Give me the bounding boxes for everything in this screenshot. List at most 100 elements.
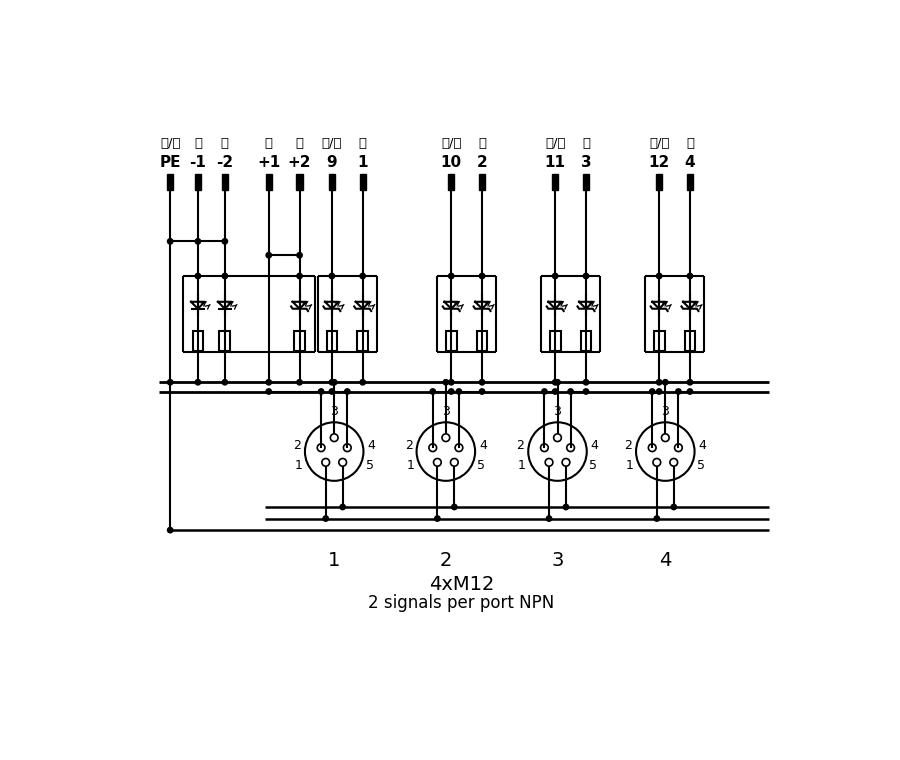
Circle shape [266, 379, 272, 385]
Bar [221, 174, 228, 190]
Text: 2: 2 [517, 439, 525, 452]
Text: 2: 2 [440, 552, 452, 571]
Bar [477, 331, 488, 351]
Bar [167, 174, 174, 190]
Bar [294, 331, 305, 351]
Text: 2 signals per port NPN: 2 signals per port NPN [368, 594, 554, 613]
Circle shape [448, 274, 454, 279]
Circle shape [297, 379, 302, 385]
Circle shape [345, 389, 350, 394]
Circle shape [222, 239, 228, 244]
Circle shape [583, 389, 589, 394]
Circle shape [688, 389, 693, 394]
Text: 4: 4 [685, 155, 696, 170]
Bar [296, 174, 302, 190]
Text: 5: 5 [365, 459, 374, 472]
Circle shape [331, 379, 337, 385]
Text: 绿/黄: 绿/黄 [160, 137, 180, 150]
Circle shape [167, 239, 173, 244]
Circle shape [480, 389, 485, 394]
Text: 白/绿: 白/绿 [544, 137, 565, 150]
Text: 4: 4 [590, 439, 598, 452]
Text: 10: 10 [441, 155, 462, 170]
Text: 蓝: 蓝 [194, 137, 202, 150]
Text: 1: 1 [626, 459, 634, 472]
Text: -1: -1 [190, 155, 206, 170]
Text: 5: 5 [697, 459, 705, 472]
Circle shape [167, 379, 173, 385]
Text: 3: 3 [330, 405, 338, 419]
Text: 1: 1 [407, 459, 414, 472]
Text: 1: 1 [328, 552, 340, 571]
Circle shape [222, 379, 228, 385]
Bar [687, 174, 693, 190]
Bar [653, 331, 664, 351]
Circle shape [329, 379, 335, 385]
Text: 9: 9 [327, 155, 338, 170]
Text: +1: +1 [257, 155, 281, 170]
Circle shape [360, 274, 365, 279]
Circle shape [266, 389, 272, 394]
Bar [327, 331, 338, 351]
Text: 黄: 黄 [582, 137, 590, 150]
Circle shape [546, 516, 552, 521]
Bar [580, 331, 591, 351]
Text: 蓝: 蓝 [220, 137, 229, 150]
Circle shape [329, 389, 335, 394]
Text: 白: 白 [359, 137, 366, 150]
Bar [357, 331, 368, 351]
Circle shape [443, 379, 448, 385]
Text: 棕: 棕 [295, 137, 303, 150]
Text: 棕: 棕 [265, 137, 273, 150]
Circle shape [688, 379, 693, 385]
Text: 5: 5 [477, 459, 485, 472]
Circle shape [656, 389, 662, 394]
Circle shape [360, 379, 365, 385]
Circle shape [195, 379, 201, 385]
Circle shape [297, 252, 302, 258]
Circle shape [340, 505, 346, 510]
Bar [685, 331, 696, 351]
Circle shape [452, 505, 457, 510]
Text: +2: +2 [288, 155, 311, 170]
Text: 1: 1 [518, 459, 526, 472]
Text: 2: 2 [625, 439, 632, 452]
Bar [266, 174, 272, 190]
Text: 2: 2 [293, 439, 302, 452]
Circle shape [553, 274, 558, 279]
Bar [479, 174, 485, 190]
Text: 灵: 灵 [686, 137, 694, 150]
Bar [550, 331, 561, 351]
Text: 11: 11 [544, 155, 566, 170]
Text: 3: 3 [662, 405, 670, 419]
Text: 5: 5 [590, 459, 597, 472]
Bar [360, 174, 365, 190]
Circle shape [323, 516, 328, 521]
Circle shape [456, 389, 462, 394]
Text: 3: 3 [580, 155, 591, 170]
Circle shape [542, 389, 547, 394]
Circle shape [480, 379, 485, 385]
Circle shape [554, 379, 560, 385]
Circle shape [563, 505, 569, 510]
Text: 2: 2 [405, 439, 413, 452]
Bar [194, 174, 201, 190]
Circle shape [480, 274, 485, 279]
Circle shape [319, 389, 324, 394]
Bar [656, 174, 662, 190]
Circle shape [553, 389, 558, 394]
Circle shape [435, 516, 440, 521]
Text: 3: 3 [442, 405, 450, 419]
Text: 3: 3 [554, 405, 562, 419]
Circle shape [266, 252, 272, 258]
Circle shape [167, 527, 173, 533]
Circle shape [448, 389, 454, 394]
Text: 红/蓝: 红/蓝 [441, 137, 462, 150]
Text: 4: 4 [659, 552, 671, 571]
Text: 棕/绿: 棕/绿 [649, 137, 670, 150]
Text: 绿: 绿 [478, 137, 486, 150]
Circle shape [430, 389, 436, 394]
Circle shape [654, 516, 660, 521]
Bar [328, 174, 335, 190]
Text: 1: 1 [357, 155, 368, 170]
